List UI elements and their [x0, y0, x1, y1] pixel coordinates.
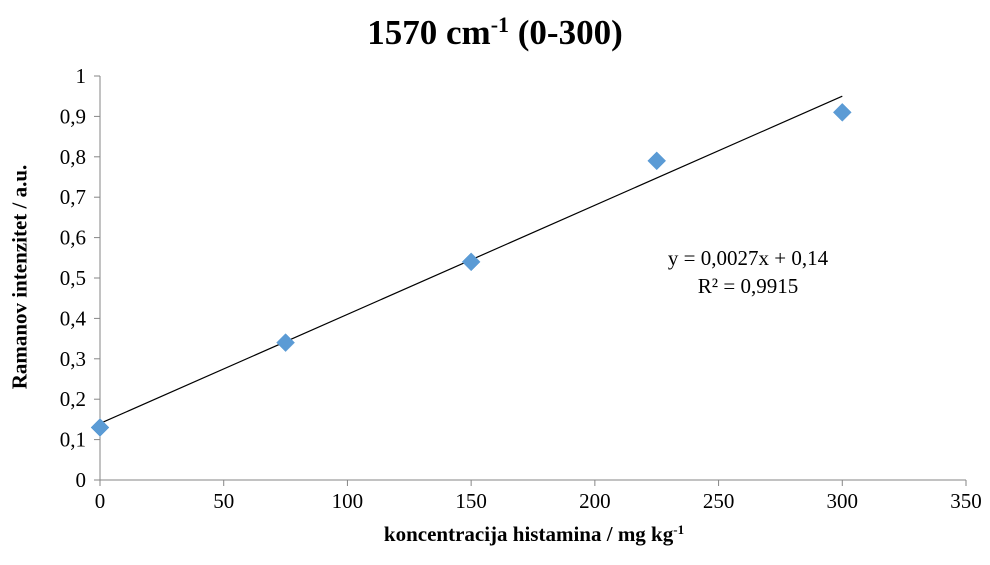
- data-point: [647, 151, 667, 171]
- data-point: [832, 103, 852, 122]
- y-tick-label: 0,5: [60, 266, 86, 290]
- x-axis-label: koncentracija histamina / mg kg-1: [383, 522, 685, 546]
- y-tick-label: 0,7: [60, 185, 86, 209]
- data-point: [276, 333, 295, 352]
- y-tick-label: 0,9: [60, 104, 86, 128]
- x-tick-label: 50: [213, 489, 234, 513]
- y-tick-label: 0,4: [60, 306, 87, 330]
- y-tick-label: 0: [76, 468, 87, 492]
- y-tick-label: 0,8: [60, 145, 86, 169]
- r-squared-text: R² = 0,9915: [697, 274, 799, 298]
- data-point: [461, 252, 481, 272]
- x-tick-label: 0: [95, 489, 106, 513]
- x-tick-label: 250: [703, 489, 735, 513]
- x-tick-label: 100: [332, 489, 364, 513]
- y-tick-label: 0,3: [60, 347, 86, 371]
- y-tick-label: 0,6: [60, 226, 86, 250]
- x-tick-label: 150: [455, 489, 487, 513]
- y-tick-label: 0,2: [60, 387, 86, 411]
- equation-text: y = 0,0027x + 0,14: [667, 246, 829, 270]
- x-tick-label: 300: [827, 489, 859, 513]
- data-point: [90, 418, 110, 437]
- y-tick-label: 0,1: [60, 428, 86, 452]
- x-tick-label: 200: [579, 489, 611, 513]
- y-tick-label: 1: [76, 64, 87, 88]
- chart-title: 1570 cm-1 (0-300): [367, 12, 623, 52]
- x-tick-label: 350: [950, 489, 982, 513]
- trendline-equation: y = 0,0027x + 0,14 R² = 0,9915: [618, 244, 878, 300]
